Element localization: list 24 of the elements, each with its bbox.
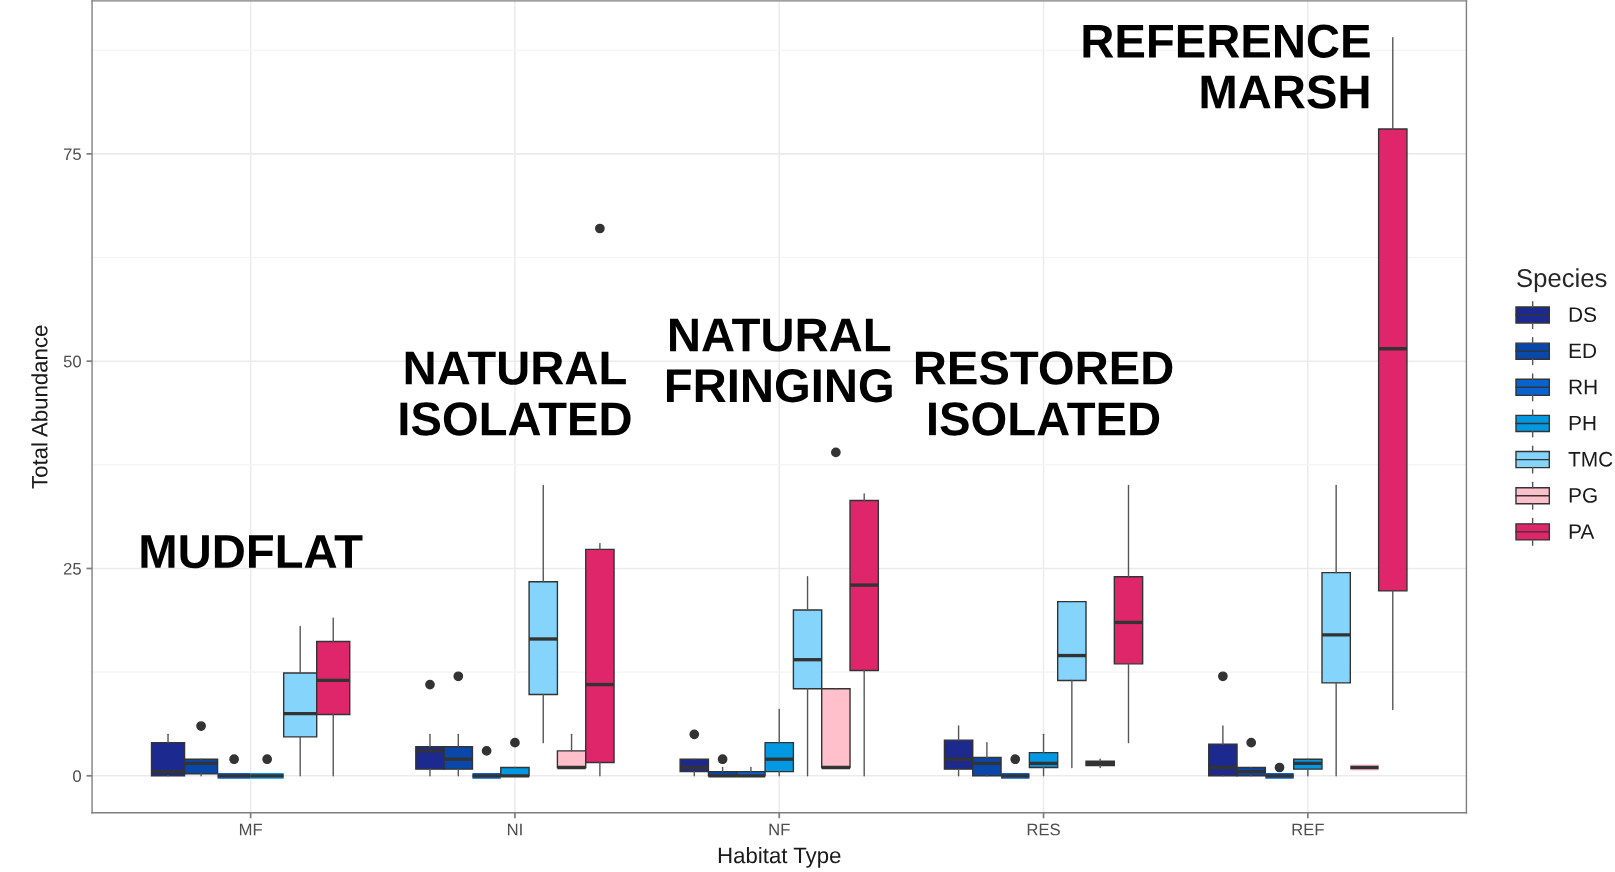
x-tick-label: MF (239, 823, 262, 836)
x-tick-label: NF (769, 823, 790, 836)
annotation: NATURAL ISOLATED (400, 351, 631, 436)
y-tick-label: 0 (73, 770, 81, 783)
legend-label: PG (1569, 488, 1597, 503)
x-tick-label: NI (507, 823, 522, 836)
x-tick-label: RES (1027, 823, 1060, 836)
y-axis-title: Total Abundance (31, 325, 48, 489)
y-tick-label: 75 (63, 148, 81, 161)
y-tick-label: 50 (63, 355, 81, 368)
legend-label: DS (1569, 307, 1597, 323)
legend-label: PH (1569, 415, 1596, 431)
legend-label: PA (1569, 524, 1595, 539)
x-axis-title: Habitat Type (718, 846, 841, 868)
x-tick-label: REF (1292, 823, 1324, 836)
annotation: RESTORED ISOLATED (915, 351, 1173, 436)
annotation: NATURAL FRINGING (666, 318, 892, 403)
legend-label: ED (1569, 343, 1597, 358)
annotation: MUDFLAT (141, 535, 363, 569)
legend-label: TMC (1568, 451, 1613, 467)
annotation: REFERENCE MARSH (1083, 24, 1370, 109)
y-tick-label: 25 (63, 562, 81, 575)
legend-label: RH (1569, 379, 1597, 395)
legend-title: Species (1517, 268, 1607, 293)
